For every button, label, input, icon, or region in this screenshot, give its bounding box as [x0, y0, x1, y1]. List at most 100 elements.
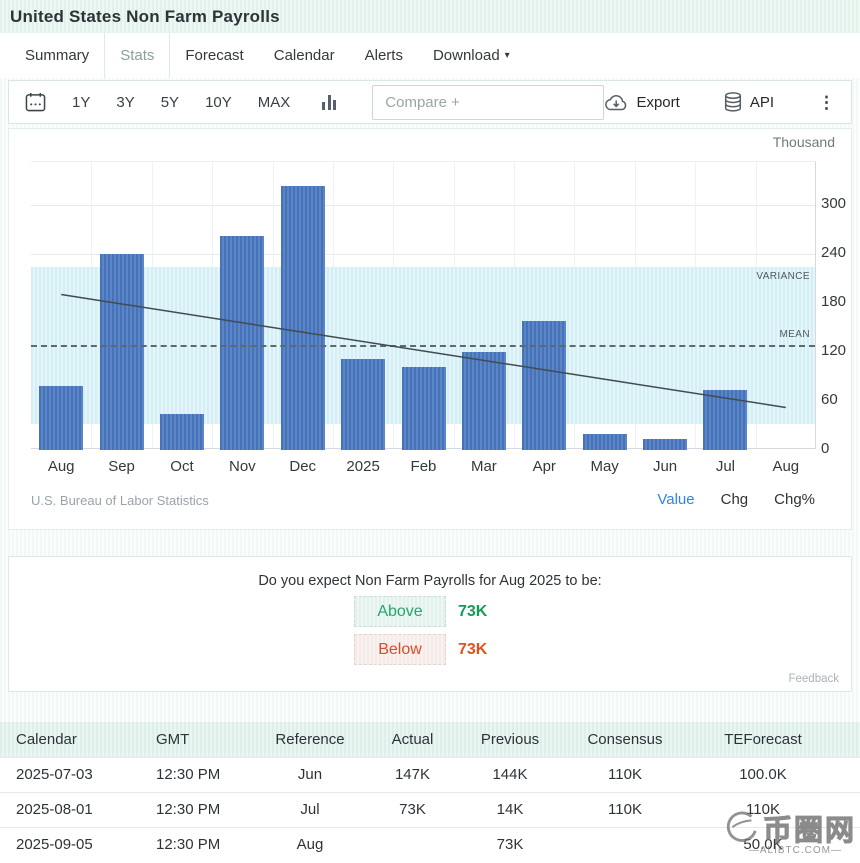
bar-oct[interactable]: [159, 414, 204, 450]
bar-feb[interactable]: [401, 366, 446, 450]
table-cell: 73K: [496, 836, 524, 854]
chart-card: Thousand VARIANCE MEAN 0 60 120 180 240 300 Au…: [8, 128, 852, 530]
tab-calendar[interactable]: Calendar: [273, 47, 335, 64]
poll-card: Do you expect Non Farm Payrolls for Aug …: [8, 556, 852, 692]
table-cell: 12:30 PM: [156, 766, 221, 783]
feedback-link[interactable]: Feedback: [788, 673, 839, 685]
bar-aug[interactable]: [39, 386, 84, 450]
table-cell: 2025-09-05: [16, 836, 93, 854]
export-button[interactable]: Export: [604, 93, 680, 111]
more-menu-icon[interactable]: ⋮: [818, 92, 835, 112]
bar-jun[interactable]: [643, 438, 688, 450]
bar-mar[interactable]: [461, 351, 506, 450]
column-header-previous[interactable]: Previous: [480, 730, 540, 748]
range-button-5y[interactable]: 5Y: [160, 93, 180, 111]
table-cell: 2025-07-03: [16, 766, 93, 783]
range-button-3y[interactable]: 3Y: [116, 93, 135, 111]
y-tick: 120: [821, 341, 847, 359]
table-cell: 110K: [746, 801, 780, 818]
table-cell: 12:30 PM: [156, 801, 221, 818]
table-row: 2025-07-03 12:30 PM Jun 147K 144K 110K 100.0K: [0, 757, 860, 792]
tab-stats[interactable]: Stats: [104, 33, 171, 78]
column-header-gmt[interactable]: GMT: [156, 730, 190, 748]
poll-below-value: 73K: [458, 640, 488, 658]
x-tick: Feb: [410, 458, 437, 475]
tab-alerts[interactable]: Alerts: [364, 47, 403, 64]
table-cell: Jun: [297, 766, 323, 783]
bar-sep[interactable]: [99, 253, 144, 450]
bar-dec[interactable]: [280, 185, 325, 450]
table-row: 2025-08-01 12:30 PM Jul 73K 14K 110K 110K: [0, 792, 860, 827]
bar-chart-type-icon[interactable]: [322, 94, 337, 110]
poll-above-button[interactable]: Above: [354, 596, 446, 627]
calendar-icon[interactable]: [25, 92, 46, 112]
y-axis-unit-label: Thousand: [772, 134, 835, 150]
column-header-teforecast[interactable]: TEForecast: [724, 730, 802, 748]
table-cell: 100.0K: [739, 766, 787, 783]
column-header-reference[interactable]: Reference: [275, 730, 345, 748]
api-button[interactable]: API: [724, 92, 774, 112]
table-cell: 2025-08-01: [16, 801, 93, 818]
x-tick: Apr: [532, 458, 556, 475]
bar-apr[interactable]: [522, 320, 567, 450]
trend-line: [61, 293, 786, 409]
variance-label: VARIANCE: [756, 270, 810, 282]
range-button-1y[interactable]: 1Y: [72, 93, 91, 111]
caret-down-icon: ▾: [504, 50, 510, 61]
tab-summary[interactable]: Summary: [25, 47, 90, 64]
table-cell: [560, 827, 690, 862]
bar-2025[interactable]: [341, 359, 386, 450]
bar-nov[interactable]: [220, 236, 265, 450]
tab-forecast[interactable]: Forecast: [185, 47, 244, 64]
poll-below-button[interactable]: Below: [354, 634, 446, 665]
series-link-value[interactable]: Value: [657, 491, 695, 508]
compare-input[interactable]: [372, 84, 605, 120]
x-tick: Jun: [652, 458, 678, 475]
export-label: Export: [636, 93, 680, 111]
series-link-chgpct[interactable]: Chg%: [774, 491, 815, 508]
series-link-chg[interactable]: Chg: [720, 491, 749, 508]
table-cell: 50.0K: [743, 836, 783, 854]
y-tick: 0: [821, 440, 830, 457]
table-cell: 110K: [608, 801, 642, 818]
column-header-actual[interactable]: Actual: [391, 730, 434, 748]
range-button-10y[interactable]: 10Y: [205, 93, 232, 111]
title-banner: United States Non Farm Payrolls: [0, 0, 860, 33]
y-tick: 180: [821, 292, 847, 310]
table-cell: 110K: [608, 766, 642, 783]
gridline: [31, 204, 815, 206]
chart-series-links: Value Chg Chg%: [657, 491, 815, 508]
column-header-calendar[interactable]: Calendar: [16, 730, 77, 748]
table-cell: 12:30 PM: [156, 836, 221, 854]
chart-toolbar: 1Y 3Y 5Y 10Y MAX Export API: [8, 80, 852, 124]
x-tick: Dec: [289, 458, 317, 475]
table-cell: [365, 827, 460, 862]
x-tick: Oct: [170, 458, 194, 475]
tab-download[interactable]: Download ▾: [432, 47, 510, 64]
table-cell: 14K: [496, 801, 524, 818]
y-tick: 240: [821, 243, 847, 261]
table-cell: 73K: [399, 801, 426, 818]
range-button-max[interactable]: MAX: [257, 93, 291, 111]
chart-source: U.S. Bureau of Labor Statistics: [31, 493, 209, 508]
database-icon: [724, 92, 741, 112]
x-tick: Aug: [772, 458, 800, 475]
mean-label: MEAN: [779, 329, 810, 341]
api-label: API: [749, 93, 774, 111]
column-header-consensus[interactable]: Consensus: [587, 730, 663, 748]
x-tick: May: [590, 458, 619, 475]
table-cell: Aug: [296, 836, 324, 854]
y-tick: 60: [821, 390, 838, 408]
tab-bar: Summary Stats Forecast Calendar Alerts Downlo…: [0, 33, 860, 78]
x-tick: Aug: [47, 458, 75, 475]
x-tick: 2025: [346, 458, 380, 475]
table-header-row: Calendar GMT Reference Actual Previous Consen…: [0, 722, 860, 757]
x-tick: Jul: [715, 458, 735, 475]
cloud-download-icon: [605, 94, 627, 110]
x-tick: Sep: [108, 458, 135, 475]
table-cell: 147K: [394, 766, 431, 783]
bar-may[interactable]: [582, 434, 627, 450]
mean-line: [31, 345, 815, 348]
table-cell: Jul: [300, 801, 320, 818]
